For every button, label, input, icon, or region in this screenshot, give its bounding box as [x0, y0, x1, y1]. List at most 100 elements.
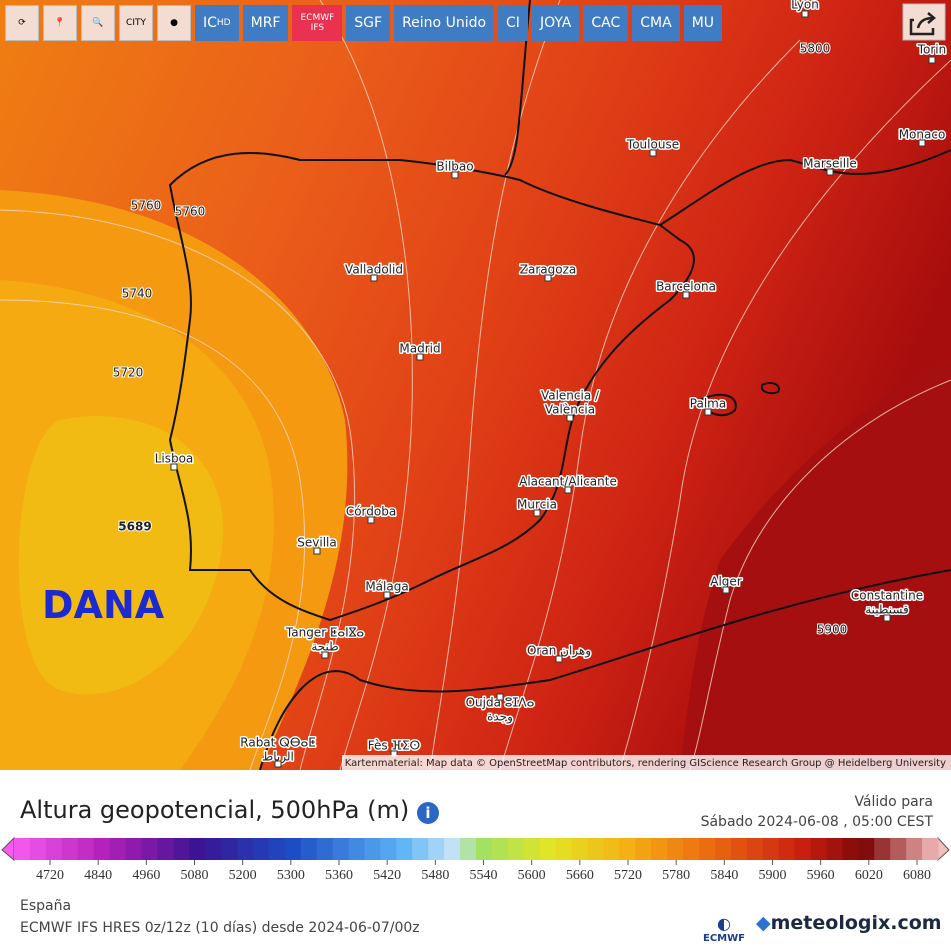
map: Lyon Torin Toulouse Monaco Marseille Bilbao Va…	[0, 0, 951, 770]
scale-swatch	[842, 838, 859, 860]
city-label: Toulouse	[626, 138, 679, 152]
scale-label: 5540	[470, 868, 498, 883]
city-label: Torin	[917, 43, 947, 57]
scale-swatch	[125, 838, 142, 860]
scale-label: 6020	[855, 868, 883, 883]
scale-swatch	[348, 838, 365, 860]
city-label: Constantine	[851, 589, 923, 603]
city-dot	[544, 274, 552, 282]
site-logo[interactable]: ◆meteologix.com	[756, 912, 942, 934]
scale-swatch	[252, 838, 270, 860]
scale-swatch	[444, 838, 461, 860]
model-button[interactable]: CI	[498, 5, 528, 41]
scale-swatch	[794, 838, 812, 860]
city-label: Lisboa	[155, 452, 194, 466]
city-dot	[826, 168, 834, 176]
city-label: Lyon	[791, 0, 819, 12]
contour-label: 5760	[131, 199, 162, 213]
scale-swatch	[300, 838, 318, 860]
scale-swatch	[746, 838, 764, 860]
balloon-button[interactable]: ●	[157, 5, 191, 41]
scale-swatch	[428, 838, 445, 860]
button-label: JOYA	[539, 15, 572, 31]
scale-swatch	[922, 838, 939, 860]
scale-label: 4840	[84, 868, 112, 883]
scale-swatch	[890, 838, 907, 860]
city-dot	[367, 516, 375, 524]
share-icon	[909, 12, 936, 36]
scale-swatch	[539, 838, 557, 860]
scale-swatch	[476, 838, 493, 860]
city-label: Oran وهران	[527, 644, 591, 659]
model-button[interactable]: MU	[683, 5, 723, 41]
scale-label: 5200	[229, 868, 257, 883]
valid-time: Sábado 2024-06-08 , 05:00 CEST	[700, 814, 933, 830]
button-sub: HD	[216, 18, 231, 28]
scale-swatch	[603, 838, 620, 860]
contour-label: 5900	[817, 623, 848, 637]
city-dot	[370, 274, 378, 282]
city-label: Madrid	[399, 342, 440, 356]
scale-swatch	[45, 838, 63, 860]
scale-label: 5840	[710, 868, 738, 883]
scale-swatch	[396, 838, 413, 860]
city-label: Zaragoza	[520, 263, 576, 277]
reload-button[interactable]: ⟳	[5, 5, 39, 41]
button-label: IC	[203, 15, 217, 31]
site-logo-text: meteologix.com	[770, 912, 942, 934]
scale-swatch	[380, 838, 397, 860]
scale-label: 5080	[181, 868, 209, 883]
model-button[interactable]: JOYA	[531, 5, 580, 41]
city-labels: Lyon Torin Toulouse Monaco Marseille Bilbao Va…	[153, 0, 948, 768]
city-dot	[274, 760, 282, 768]
contour-labels: 5760 5760 5740 5720 5689 5800 5900	[112, 41, 849, 638]
city-dot	[928, 56, 936, 64]
model-button[interactable]: SGF	[346, 5, 391, 41]
scale-swatch	[507, 838, 525, 860]
scale-label: 5660	[566, 868, 594, 883]
scale-swatch	[810, 838, 827, 860]
contour-label: 5760	[175, 205, 206, 219]
field-high	[680, 360, 951, 770]
valid: Válido para Sábado 2024-06-08 , 05:00 CES…	[701, 792, 933, 832]
city-label: Alger	[710, 575, 742, 589]
scale-swatch	[93, 838, 111, 860]
model-button[interactable]: MRF	[242, 5, 289, 41]
info-icon[interactable]: i	[416, 802, 439, 824]
button-sub: IFS	[310, 23, 325, 33]
scale-label: 5300	[277, 868, 305, 883]
city-dot	[722, 586, 730, 594]
button-label: MU	[691, 15, 715, 31]
city-dot	[533, 509, 541, 517]
scale-swatch	[284, 838, 302, 860]
city-dot	[649, 149, 657, 157]
scale-swatch	[762, 838, 780, 860]
button-label: SGF	[354, 15, 383, 31]
city-dot	[383, 591, 391, 599]
city-dot	[801, 10, 809, 18]
scale-label: 5780	[662, 868, 690, 883]
zoom-button[interactable]: 🔍	[81, 5, 115, 41]
button-label: CMA	[640, 15, 672, 31]
city-label: Valencia /	[541, 389, 600, 403]
city-label: Málaga	[365, 580, 408, 594]
attribution: Kartenmaterial: Map data © OpenStreetMap…	[345, 758, 946, 769]
contour-label: 5720	[113, 366, 144, 380]
model-button[interactable]: ECMWF IFS	[292, 5, 343, 41]
city-button[interactable]: CITY	[119, 5, 153, 41]
button-label: Reino Unido	[402, 15, 487, 31]
model-button[interactable]: IC HD	[195, 5, 239, 41]
scale-swatch	[61, 838, 79, 860]
city-label: Marseille	[803, 157, 857, 171]
model-button[interactable]: Reino Unido	[394, 5, 495, 41]
button-label: CI	[506, 15, 520, 31]
location-button[interactable]: 📍	[43, 5, 77, 41]
model-button[interactable]: CAC	[583, 5, 629, 41]
city-dot	[170, 463, 178, 471]
city-dot	[496, 693, 504, 701]
city-label: Monaco	[899, 128, 946, 142]
scale-swatch	[316, 838, 334, 860]
city-label: Rabat ⵕⴱⴰⵟ	[240, 736, 315, 750]
scale-swatch	[699, 838, 716, 860]
model-button[interactable]: CMA	[632, 5, 680, 41]
